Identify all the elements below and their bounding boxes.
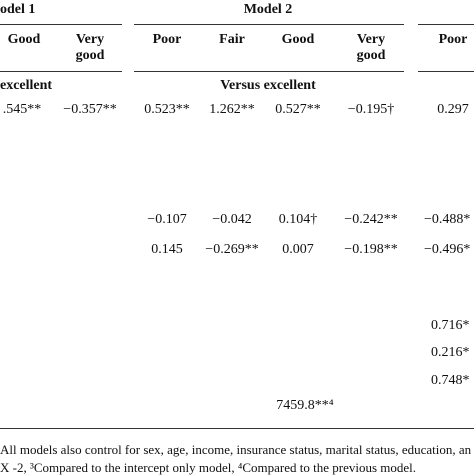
section-label: excellent: [0, 78, 53, 93]
cell: −0.198**: [344, 242, 398, 257]
cell: 0.216*: [431, 345, 470, 360]
subheader: Very good: [356, 32, 386, 63]
cell: −0.042: [212, 212, 252, 227]
cell: 1.262**: [209, 102, 255, 117]
cell: 0.104†: [278, 212, 318, 227]
cell: −0.195†: [347, 102, 395, 117]
cell: −0.269**: [205, 242, 259, 257]
cell: 0.523**: [144, 102, 190, 117]
cell: 0.716*: [431, 318, 470, 333]
cell: −0.107: [147, 212, 187, 227]
subheader: Very good: [75, 32, 105, 63]
rule: [0, 24, 122, 25]
cell: −0.242**: [344, 212, 398, 227]
footnote: X -2, ³Compared to the intercept only mo…: [0, 460, 417, 475]
rule: [0, 428, 474, 429]
cell: 0.145: [151, 242, 183, 257]
cell: 7459.8**⁴: [276, 398, 334, 413]
rule: [418, 71, 474, 72]
cell: −0.357**: [63, 102, 117, 117]
cell: 0.748*: [431, 373, 470, 388]
model-2-header: Model 2: [243, 2, 293, 17]
rule: [418, 24, 474, 25]
rule: [0, 71, 122, 72]
cell: −0.496*: [424, 242, 471, 257]
subheader: Poor: [438, 32, 468, 47]
cell: 0.007: [282, 242, 314, 257]
subheader: Good: [7, 32, 41, 47]
footnote: All models also control for sex, age, in…: [0, 442, 472, 457]
subheader: Fair: [219, 32, 245, 47]
model-1-header: odel 1: [0, 2, 36, 17]
cell: 0.527**: [275, 102, 321, 117]
subheader: Poor: [152, 32, 182, 47]
cell: 0.297: [437, 102, 469, 117]
section-label: Versus excellent: [220, 78, 316, 93]
cell: .545**: [2, 102, 42, 117]
rule: [134, 24, 404, 25]
rule: [134, 71, 404, 72]
subheader: Good: [281, 32, 315, 47]
cell: −0.488*: [424, 212, 471, 227]
